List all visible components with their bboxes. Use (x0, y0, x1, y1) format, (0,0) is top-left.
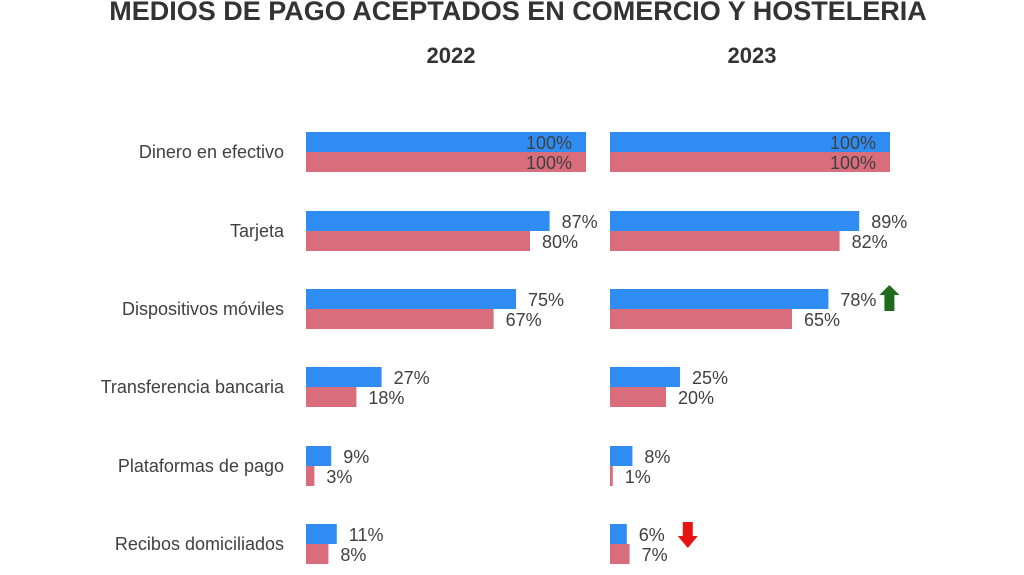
data-label: 100% (830, 153, 876, 173)
data-label: 25% (692, 368, 728, 388)
data-label: 8% (644, 447, 670, 467)
data-label: 89% (871, 212, 907, 232)
data-label: 78% (840, 290, 876, 310)
bar-2022-s1-5 (306, 544, 329, 564)
bar-2023-s1-3 (610, 387, 666, 407)
category-label: Transferencia bancaria (101, 377, 285, 397)
data-label: 100% (526, 153, 572, 173)
data-label: 80% (542, 232, 578, 252)
data-label: 6% (639, 525, 665, 545)
category-label: Recibos domiciliados (115, 534, 284, 554)
bar-2023-s1-4 (610, 466, 613, 486)
data-label: 27% (394, 368, 430, 388)
data-label: 9% (343, 447, 369, 467)
panel-title-2022: 2022 (427, 43, 476, 68)
bar-2023-s0-3 (610, 367, 680, 387)
bar-2023-s1-0 (610, 152, 890, 172)
category-label: Dinero en efectivo (139, 142, 284, 162)
bar-2023-s1-2 (610, 309, 792, 329)
bar-2022-s1-3 (306, 387, 357, 407)
bar-2022-s1-4 (306, 466, 315, 486)
bar-2022-s0-0 (306, 132, 586, 152)
data-label: 75% (528, 290, 564, 310)
category-label: Tarjeta (230, 221, 285, 241)
bar-2022-s0-1 (306, 211, 550, 231)
data-label: 7% (642, 545, 668, 565)
data-label: 82% (852, 232, 888, 252)
bar-2023-s1-1 (610, 231, 840, 251)
bar-2022-s1-0 (306, 152, 586, 172)
bar-2023-s0-0 (610, 132, 890, 152)
data-label: 3% (326, 467, 352, 487)
data-label: 65% (804, 310, 840, 330)
chart-title: MEDIOS DE PAGO ACEPTADOS EN COMERCIO Y H… (109, 0, 927, 26)
bar-2022-s0-3 (306, 367, 382, 387)
category-label: Plataformas de pago (118, 456, 284, 476)
panel-title-2023: 2023 (728, 43, 777, 68)
data-label: 67% (506, 310, 542, 330)
arrow-down-icon (677, 522, 698, 548)
data-label: 20% (678, 388, 714, 408)
arrow-up-icon (879, 285, 900, 311)
data-label: 87% (562, 212, 598, 232)
bar-2023-s0-2 (610, 289, 829, 309)
data-label: 11% (349, 525, 384, 545)
data-label: 100% (830, 133, 876, 153)
bar-2023-s0-5 (610, 524, 627, 544)
data-label: 1% (625, 467, 651, 487)
data-label: 18% (368, 388, 404, 408)
bar-2022-s0-4 (306, 446, 332, 466)
bar-2023-s0-4 (610, 446, 633, 466)
bar-2023-s0-1 (610, 211, 860, 231)
category-label: Dispositivos móviles (122, 299, 284, 319)
bar-2023-s1-5 (610, 544, 630, 564)
data-label: 8% (340, 545, 366, 565)
bar-2022-s1-1 (306, 231, 530, 251)
data-label: 100% (526, 133, 572, 153)
bar-2022-s0-2 (306, 289, 516, 309)
bar-2022-s1-2 (306, 309, 494, 329)
bar-2022-s0-5 (306, 524, 337, 544)
